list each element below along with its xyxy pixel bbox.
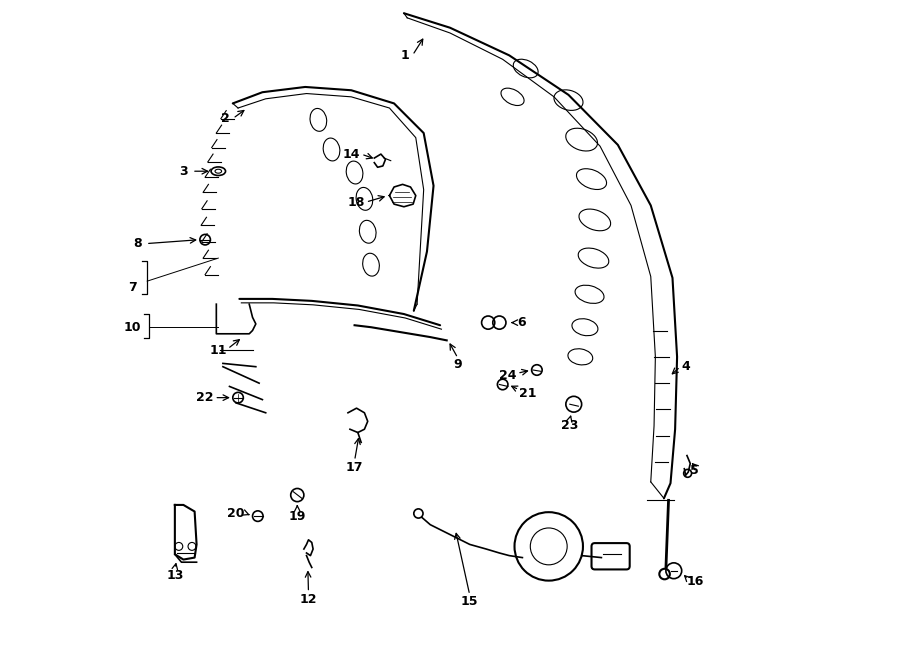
Text: 4: 4 [681,360,690,373]
Text: 7: 7 [129,281,137,294]
Text: 6: 6 [517,316,526,329]
Text: 23: 23 [561,420,579,432]
Text: 19: 19 [289,510,306,523]
Text: 13: 13 [166,569,184,582]
Text: 16: 16 [686,576,704,588]
Text: 22: 22 [196,391,214,404]
Text: 2: 2 [220,112,230,125]
Text: 15: 15 [461,595,479,608]
Text: 20: 20 [228,507,245,520]
Text: 5: 5 [690,463,699,477]
Circle shape [660,568,670,579]
Text: 14: 14 [343,147,360,161]
Circle shape [414,509,423,518]
Text: 8: 8 [133,237,141,250]
Text: 12: 12 [300,592,317,605]
Text: 11: 11 [210,344,227,357]
Text: 1: 1 [400,49,410,62]
Text: 17: 17 [346,461,364,474]
Text: 21: 21 [519,387,536,399]
Text: 9: 9 [454,358,463,371]
Text: 24: 24 [500,369,517,382]
Text: 10: 10 [124,321,141,334]
Text: 18: 18 [347,196,365,209]
Text: 3: 3 [179,165,188,178]
